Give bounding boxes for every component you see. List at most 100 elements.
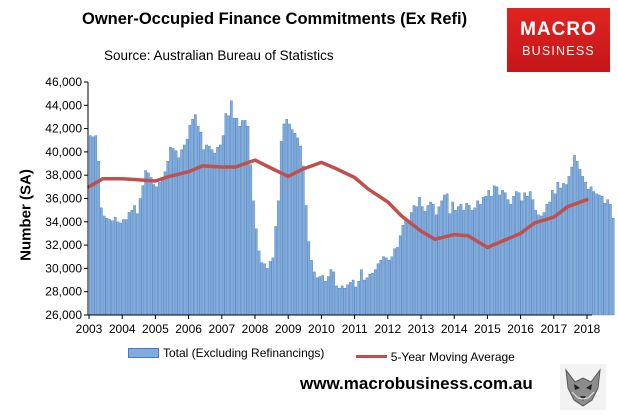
bar (409, 212, 413, 316)
bar (490, 195, 493, 316)
bar (451, 201, 454, 316)
bar (119, 222, 122, 316)
bar (354, 286, 358, 316)
bar (515, 191, 518, 316)
x-tick-label: 2006 (175, 322, 202, 336)
bar (199, 131, 203, 316)
bar (194, 114, 197, 316)
bar (528, 191, 532, 316)
bar (238, 126, 241, 316)
bar (495, 186, 499, 316)
bar (484, 195, 488, 316)
bar (407, 222, 410, 316)
bar (279, 141, 283, 316)
x-tick-label: 2018 (574, 322, 601, 336)
x-tick-label: 2004 (109, 322, 136, 336)
bar (559, 187, 562, 316)
wolf-icon (560, 364, 606, 410)
bar (595, 193, 598, 316)
bar (487, 190, 490, 316)
bar (111, 220, 114, 316)
bar (271, 257, 275, 316)
y-tick-label: 34,000 (45, 215, 82, 229)
bar (501, 190, 504, 316)
bar (113, 216, 117, 316)
bar (542, 212, 546, 316)
bar (382, 256, 385, 316)
chart-title: Owner-Occupied Finance Commitments (Ex R… (82, 10, 468, 28)
bar (506, 199, 510, 316)
x-tick-label: 2015 (474, 322, 501, 336)
bar (94, 135, 98, 316)
y-tick-label: 26,000 (45, 308, 82, 322)
bar (144, 170, 147, 316)
bar (141, 185, 145, 316)
bar (285, 119, 288, 316)
bar (152, 184, 156, 316)
bar (274, 226, 277, 316)
bar (183, 144, 186, 316)
bar (213, 152, 217, 316)
logo-line-2: BUSINESS (522, 44, 595, 58)
bar (307, 241, 311, 316)
y-tick-label: 28,000 (45, 285, 82, 299)
bar (202, 149, 205, 316)
bar (216, 147, 219, 316)
series-line-moving-average (87, 158, 589, 250)
bar (335, 285, 338, 316)
bar (343, 288, 347, 316)
bar (470, 209, 474, 316)
bar (600, 195, 604, 316)
y-tick-label: 40,000 (45, 145, 82, 159)
bar (221, 135, 225, 316)
bar (598, 194, 601, 316)
legend-bar-swatch (128, 348, 159, 358)
bar (326, 276, 330, 316)
bar (537, 214, 540, 316)
bar (385, 257, 388, 316)
bar (539, 215, 543, 316)
bar (423, 211, 427, 316)
bar (155, 186, 158, 316)
y-tick-label: 44,000 (45, 98, 82, 112)
x-tick-label: 2007 (208, 322, 235, 336)
bar (606, 199, 609, 316)
x-tick-label: 2017 (540, 322, 567, 336)
bar (609, 204, 612, 316)
bar (454, 209, 457, 316)
bar (434, 214, 438, 316)
bar (415, 206, 419, 316)
bar (97, 161, 100, 316)
bar (368, 274, 371, 316)
bar (456, 206, 460, 316)
bar (293, 133, 297, 316)
y-tick-label: 32,000 (45, 238, 82, 252)
bar (468, 205, 471, 316)
bar (412, 205, 416, 316)
bar (373, 269, 377, 316)
bar (160, 177, 164, 316)
y-tick-label: 38,000 (45, 168, 82, 182)
bar (257, 250, 261, 316)
bar (587, 188, 590, 316)
legend-label-bars: Total (Excluding Refinancings) (163, 346, 325, 360)
bar (241, 120, 244, 316)
bar (498, 194, 502, 316)
bar (288, 123, 291, 316)
bar (462, 209, 466, 316)
bar (534, 209, 538, 316)
bar (578, 169, 582, 316)
bar (523, 192, 526, 316)
legend-item-bars: Total (Excluding Refinancings) (128, 346, 324, 360)
bar (122, 219, 125, 316)
bar (357, 281, 360, 316)
bar (296, 137, 300, 316)
bar (219, 144, 222, 316)
x-tick-label: 2012 (374, 322, 401, 336)
bar (268, 261, 272, 316)
x-tick-label: 2003 (76, 322, 103, 336)
bar (196, 126, 200, 316)
bar (318, 276, 322, 316)
bar (575, 161, 579, 316)
